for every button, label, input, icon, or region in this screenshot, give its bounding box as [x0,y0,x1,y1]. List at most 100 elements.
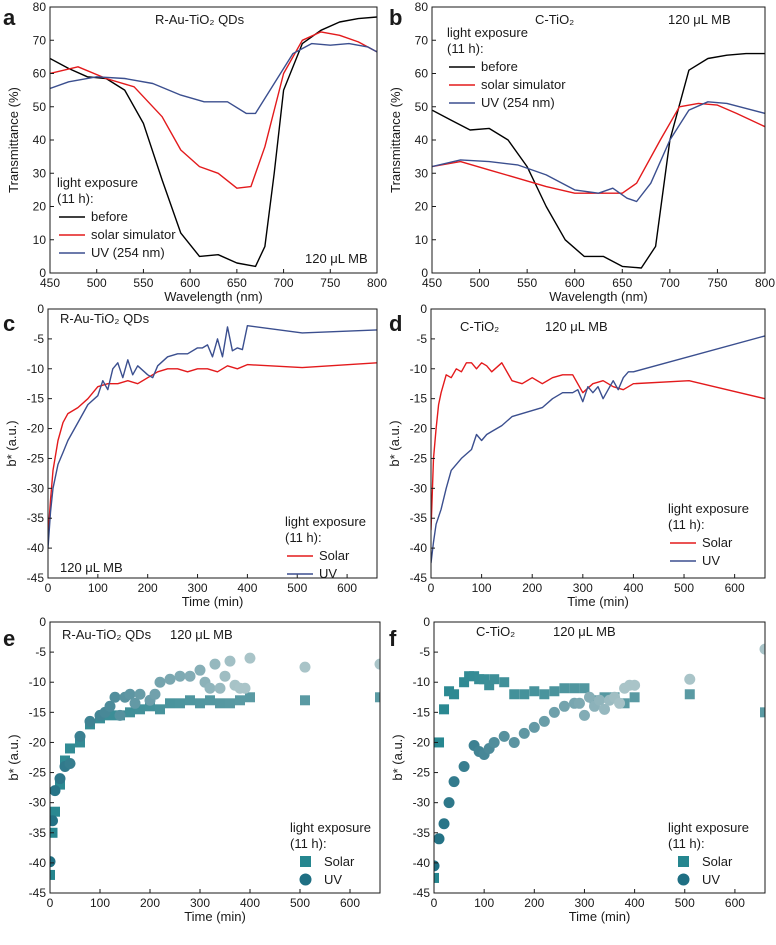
data-point-uv [194,664,206,676]
x-tick-label: 600 [340,896,360,910]
legend-title: (11 h): [290,836,327,851]
legend: light exposure(11 h): before solar simulat… [447,25,566,110]
legend: light exposure(11 h): Solar UV [668,820,749,887]
data-point-uv [443,797,455,809]
y-tick-label: 0 [421,266,428,280]
data-point-uv [239,682,251,694]
data-point-uv [458,761,470,773]
data-point-solar [105,710,115,721]
y-tick-label: -15 [29,705,47,719]
x-tick-label: 800 [755,276,775,290]
y-tick-label: -10 [27,362,45,376]
legend: light exposure(11 h): Solar UV [285,514,366,581]
y-tick-label: -15 [410,392,428,406]
data-point-uv [84,715,96,727]
x-tick-label: 600 [565,276,585,290]
data-point-uv [50,815,58,827]
data-point-solar [225,698,235,709]
y-tick-label: 30 [415,166,429,180]
legend-title: light exposure [668,501,749,516]
data-point-uv [599,703,611,715]
x-tick-label: 300 [574,896,594,910]
panel-c: c 0 100 200 300 400 500 600 -45 -40 -35 -30 -25 -20 -1… [3,302,378,609]
panel-letter-a: a [3,5,16,30]
data-point-solar [474,674,485,685]
x-tick-label: 100 [474,896,494,910]
y-tick-label: 0 [39,266,46,280]
y-tick-label: 0 [423,615,430,629]
data-point-solar [539,689,550,700]
y-axis-title: Transmittance (%) [6,87,21,193]
data-point-solar [569,683,580,694]
data-point-uv [214,682,226,694]
series-line-solar [431,362,765,531]
series-line-before [50,16,377,268]
plot-data-f [434,643,765,883]
y-tick-label: -35 [27,511,45,525]
x-axis-title: Wavelength (nm) [549,289,648,304]
data-point-solar [464,671,475,682]
data-point-solar [549,686,560,697]
plot-data-c [48,325,377,549]
x-tick-label: 200 [140,896,160,910]
y-tick-label: 40 [415,133,429,147]
legend: light exposure(11 h): Solar UV [668,501,749,568]
data-point-solar [50,806,60,817]
data-point-uv [104,700,116,712]
chart-annotation: 120 μL MB [170,627,233,642]
x-tick-label: 600 [337,581,357,595]
data-point-solar [235,695,245,706]
plot-data-d [431,335,765,564]
data-point-uv [114,709,126,721]
data-point-solar [375,692,380,703]
x-axis-title: Time (min) [569,909,631,924]
y-tick-label: -25 [29,766,47,780]
y-tick-label: -5 [35,645,46,659]
y-tick-label: -45 [29,886,47,900]
data-point-uv [578,709,590,721]
x-tick-label: 500 [675,896,695,910]
data-point-uv [50,856,56,868]
y-tick-label: -30 [29,796,47,810]
chart-title: R-Au-TiO₂ QDs [155,12,245,27]
x-tick-label: 300 [573,581,593,595]
data-point-uv [134,688,146,700]
panel-letter-d: d [389,311,402,336]
y-tick-label: -10 [410,362,428,376]
legend-label: Solar [702,854,733,869]
data-point-solar [50,869,55,880]
chart-title: R-Au-TiO₂ QDs [60,311,150,326]
x-tick-label: 500 [87,276,107,290]
x-tick-label: 800 [367,276,387,290]
x-tick-label: 600 [725,896,745,910]
y-tick-label: 20 [415,200,429,214]
data-point-uv [438,818,450,830]
y-tick-label: -20 [410,422,428,436]
y-tick-label: -35 [29,826,47,840]
x-tick-label: 200 [524,896,544,910]
plot-data-b [432,52,765,269]
data-point-solar [185,695,195,706]
y-tick-label: -40 [410,541,428,555]
data-point-solar [760,707,765,718]
y-tick-label: 10 [415,233,429,247]
y-tick-label: -25 [27,451,45,465]
axes-frame [430,308,766,579]
data-point-solar [559,683,570,694]
legend-label: UV [702,553,720,568]
series-line-solar-simulator [432,102,765,194]
series-line-uv-254-nm- [432,101,765,203]
y-tick-label: -45 [27,571,45,585]
data-point-solar [489,674,500,685]
x-tick-label: 650 [612,276,632,290]
legend-label: solar simulator [91,227,176,242]
data-point-solar [434,737,445,748]
x-tick-label: 650 [227,276,247,290]
x-tick-label: 400 [240,896,260,910]
x-tick-label: 0 [47,896,54,910]
data-point-uv [109,691,121,703]
y-tick-label: 30 [33,166,47,180]
data-point-uv [184,670,196,682]
data-point-solar [215,698,225,709]
